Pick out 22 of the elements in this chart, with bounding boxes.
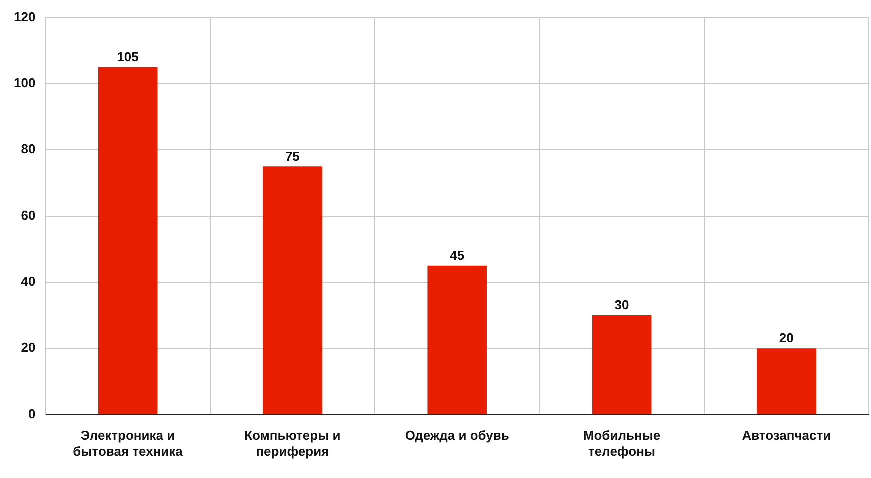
y-tick-label: 100 [14,76,36,91]
x-tick-label: Электроника и бытовая техника [73,428,184,459]
x-tick-label: Мобильные телефоны [583,428,661,459]
bar [263,166,322,414]
y-tick-label: 40 [21,274,36,290]
y-tick-label: 0 [28,406,36,422]
data-label: 45 [450,248,465,264]
data-label: 75 [285,148,300,164]
bar [757,348,816,414]
bar [592,316,652,414]
y-tick-label: 20 [21,340,36,356]
bar [98,67,158,414]
data-label: 105 [117,50,139,65]
y-tick-label: 80 [21,142,36,157]
y-tick-label: 120 [14,9,36,24]
bar [428,266,487,414]
data-label: 30 [614,298,630,313]
x-tick-label: Автозапчасти [742,428,832,444]
data-label: 20 [779,330,794,346]
x-tick-label: Одежда и обувь [405,428,510,444]
y-tick-label: 60 [21,208,36,223]
x-tick-label: Компьютеры и периферия [244,428,341,459]
